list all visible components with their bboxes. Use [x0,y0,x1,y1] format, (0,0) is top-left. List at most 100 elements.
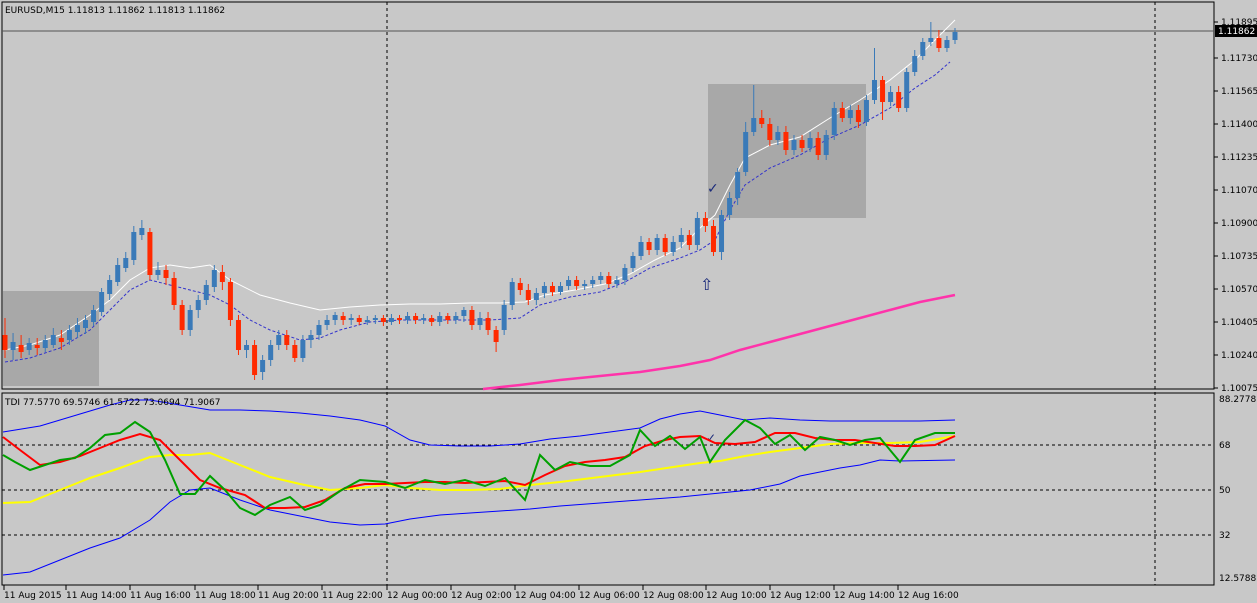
candle-body [501,305,507,330]
time-axis[interactable]: 11 Aug 2015 11 Aug 14:00 11 Aug 16:00 11 Au… [3,585,959,601]
up-arrow-icon: ⇧ [700,275,713,294]
candle-body [252,345,258,375]
candle-body [582,284,588,286]
time-axis-label: 11 Aug 22:00 [322,591,383,601]
tdi-green-line [2,418,955,517]
candle-body [558,286,564,292]
candle-body [396,318,402,320]
candle-body [316,325,322,335]
candlestick-series [2,22,958,380]
candle-body [517,283,523,290]
candle-body [388,318,394,322]
price-axis-label: 1.11400 [1221,120,1257,130]
candle-body [123,258,129,268]
candle-body [332,315,338,320]
time-axis-label: 12 Aug 08:00 [643,591,704,601]
candle-body [268,345,274,360]
highlight-box-right [708,84,866,218]
indicator-pane[interactable] [1,392,1215,586]
candle-body [791,140,797,150]
candle-body [131,232,137,260]
candle-body [743,132,749,172]
indicator-axis-label: 88.2778 [1219,395,1256,405]
candle-body [904,72,910,108]
price-axis-label: 1.11565 [1221,87,1257,97]
tdi-band-upper [2,399,956,447]
candle-body [99,292,105,312]
candle-body [702,218,708,226]
check-mark-icon: ✓ [706,431,716,445]
candle-body [445,316,451,320]
price-axis-label: 1.10075 [1221,384,1257,394]
candle-body [678,235,684,242]
candle-body [638,242,644,256]
candle-body [179,305,185,330]
candle-body [525,290,531,300]
time-axis-label: 12 Aug 16:00 [898,591,959,601]
candle-body [646,242,652,250]
candle-body [823,135,829,155]
candle-body [469,310,475,325]
time-axis-label: 12 Aug 06:00 [579,591,640,601]
candle-body [839,108,845,118]
time-axis-label: 11 Aug 18:00 [195,591,256,601]
candle-body [227,282,233,320]
price-axis-label: 1.11235 [1221,153,1257,163]
candle-body [340,316,346,320]
candle-body [284,335,290,345]
candle-body [871,80,877,100]
candle-body [944,40,950,48]
time-axis-label: 11 Aug 14:00 [66,591,127,601]
candle-body [66,330,72,340]
candle-body [775,132,781,140]
price-axis-label: 1.10570 [1221,285,1257,295]
current-price-tag [1215,25,1257,37]
indicator-axis-label: 68 [1219,441,1231,451]
candle-body [147,232,153,275]
main-pane[interactable] [1,1,1215,390]
candle-body [405,316,411,320]
candle-body [260,360,266,372]
current-price-label: 1.11862 [1218,27,1255,37]
candle-body [107,280,113,294]
candle-body [630,256,636,268]
candle-body [831,108,837,135]
candle-body [533,293,539,300]
price-axis-label: 1.11730 [1221,54,1257,64]
indicator-axis[interactable]: 88.2778 68 50 32 12.5788 [1219,395,1256,584]
candle-body [461,310,467,316]
candle-body [807,138,813,148]
price-axis-label: 1.10405 [1221,318,1257,328]
candle-body [920,42,926,56]
candle-body [34,345,40,348]
time-axis-label: 12 Aug 04:00 [515,591,576,601]
price-axis-label: 1.10900 [1221,219,1257,229]
candle-body [244,345,250,350]
candle-body [372,318,378,320]
ma-band-line [4,61,951,363]
candle-body [952,32,958,40]
time-axis-label: 12 Aug 00:00 [387,591,448,601]
candle-body [783,132,789,150]
candle-body [276,335,282,345]
candle-body [91,310,97,322]
time-axis-label: 11 Aug 2015 [4,591,62,601]
candle-body [211,270,217,287]
time-axis-label: 12 Aug 02:00 [451,591,512,601]
chart-header: EURUSD,M15 1.11813 1.11862 1.11813 1.118… [5,6,225,16]
indicator-axis-label: 32 [1219,531,1230,541]
candle-body [598,276,604,280]
price-axis[interactable]: 1.11895 1.11730 1.11565 1.11400 1.11235 1.110… [1214,18,1257,394]
indicator-axis-label: 50 [1219,486,1231,496]
candle-body [622,268,628,280]
price-axis-label: 1.10735 [1221,252,1257,262]
candle-body [421,318,427,320]
candle-body [115,265,121,282]
candle-body [541,286,547,293]
candle-body [767,124,773,140]
tdi-yellow-line [2,435,956,504]
candle-body [694,218,700,245]
candle-body [74,325,80,332]
time-axis-label: 12 Aug 10:00 [706,591,767,601]
